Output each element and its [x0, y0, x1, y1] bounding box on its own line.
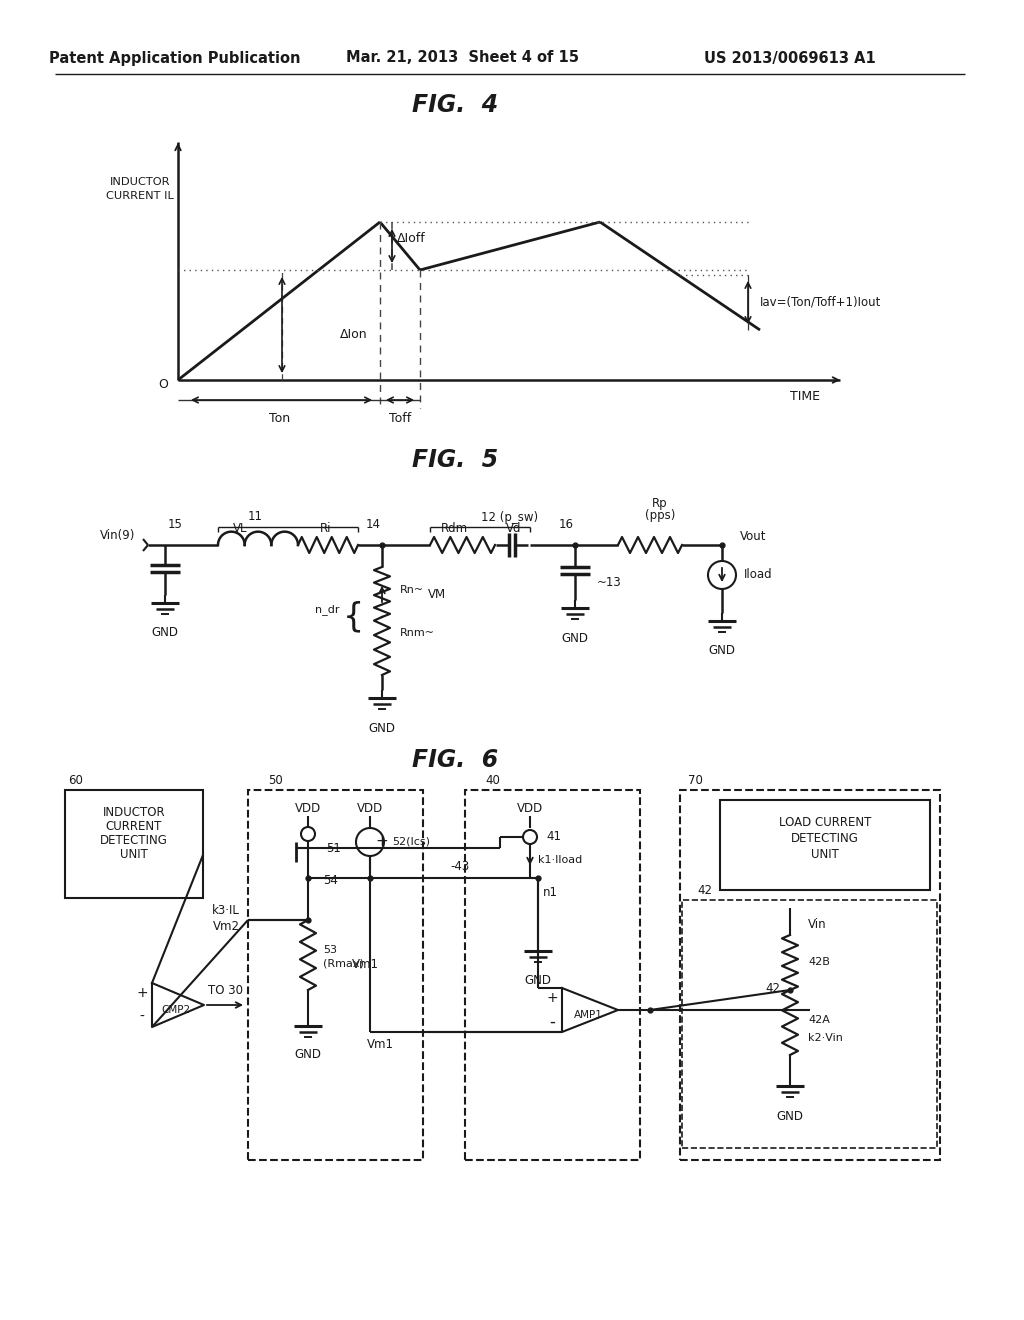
Text: k3·IL: k3·IL	[212, 903, 240, 916]
Text: 42B: 42B	[808, 957, 829, 968]
Text: +: +	[546, 991, 558, 1005]
Text: GND: GND	[524, 974, 552, 987]
Text: FIG.  5: FIG. 5	[412, 447, 498, 473]
Text: GND: GND	[776, 1110, 804, 1122]
Text: Rn~: Rn~	[400, 585, 424, 595]
Text: Ton: Ton	[269, 412, 291, 425]
Text: GND: GND	[152, 627, 178, 639]
Text: 42: 42	[697, 883, 712, 896]
Text: VDD: VDD	[517, 801, 543, 814]
Text: INDUCTOR: INDUCTOR	[102, 805, 165, 818]
Text: Mar. 21, 2013  Sheet 4 of 15: Mar. 21, 2013 Sheet 4 of 15	[345, 50, 579, 66]
Text: CURRENT IL: CURRENT IL	[106, 191, 174, 201]
FancyBboxPatch shape	[680, 789, 940, 1160]
Text: GND: GND	[369, 722, 395, 734]
Text: DETECTING: DETECTING	[792, 832, 859, 845]
Text: 50: 50	[268, 774, 283, 787]
Text: GND: GND	[561, 631, 589, 644]
Text: UNIT: UNIT	[120, 849, 147, 862]
Text: Vin(9): Vin(9)	[100, 528, 136, 541]
Text: 51: 51	[326, 842, 341, 854]
Text: UNIT: UNIT	[811, 847, 839, 861]
Text: 42A: 42A	[808, 1015, 829, 1026]
Text: Vm2: Vm2	[213, 920, 240, 932]
Text: +: +	[136, 986, 147, 1001]
Text: 40: 40	[485, 774, 500, 787]
FancyBboxPatch shape	[465, 789, 640, 1160]
Text: 15: 15	[168, 519, 182, 532]
Text: INDUCTOR: INDUCTOR	[110, 177, 170, 187]
Text: Iav=(Ton/Toff+1)Iout: Iav=(Ton/Toff+1)Iout	[760, 296, 882, 309]
Text: CMP2: CMP2	[162, 1005, 190, 1015]
Text: VDD: VDD	[357, 801, 383, 814]
Text: 41: 41	[546, 830, 561, 843]
Text: Vd: Vd	[506, 521, 522, 535]
Text: n1: n1	[543, 886, 558, 899]
Text: Vm1: Vm1	[351, 958, 379, 972]
Text: Toff: Toff	[389, 412, 411, 425]
Text: Patent Application Publication: Patent Application Publication	[49, 50, 301, 66]
FancyBboxPatch shape	[682, 900, 937, 1148]
Text: 16: 16	[558, 519, 573, 532]
Text: TO 30: TO 30	[209, 985, 244, 998]
Text: GND: GND	[709, 644, 735, 657]
Text: FIG.  6: FIG. 6	[412, 748, 498, 772]
Text: +: +	[375, 834, 388, 850]
Text: GND: GND	[295, 1048, 322, 1061]
Text: (pps): (pps)	[645, 508, 675, 521]
Text: ~13: ~13	[597, 577, 622, 590]
Text: 42: 42	[765, 982, 780, 994]
Text: Vout: Vout	[740, 531, 767, 544]
Text: O: O	[158, 379, 168, 392]
Text: FIG.  4: FIG. 4	[412, 92, 498, 117]
Text: 54: 54	[323, 874, 338, 887]
Text: TIME: TIME	[790, 389, 820, 403]
FancyBboxPatch shape	[248, 789, 423, 1160]
Text: 14: 14	[366, 519, 381, 532]
Text: -: -	[139, 1010, 144, 1024]
Text: 52(Ics): 52(Ics)	[392, 837, 430, 847]
Text: Ri: Ri	[321, 521, 332, 535]
Text: Iload: Iload	[744, 569, 773, 582]
Text: US 2013/0069613 A1: US 2013/0069613 A1	[705, 50, 876, 66]
Text: Vm1: Vm1	[367, 1039, 393, 1052]
Text: AMP1: AMP1	[573, 1010, 602, 1020]
Text: 11: 11	[248, 511, 262, 524]
Text: {: {	[342, 601, 364, 634]
Text: -: -	[549, 1012, 555, 1031]
Text: 70: 70	[688, 774, 702, 787]
Text: Rdm: Rdm	[440, 521, 468, 535]
Text: Rp: Rp	[652, 496, 668, 510]
Text: LOAD CURRENT: LOAD CURRENT	[779, 816, 871, 829]
FancyBboxPatch shape	[65, 789, 203, 898]
FancyBboxPatch shape	[720, 800, 930, 890]
Text: Rnm~: Rnm~	[400, 628, 435, 638]
Text: 60: 60	[68, 774, 83, 787]
Text: (Rmax): (Rmax)	[323, 960, 364, 969]
Text: DETECTING: DETECTING	[100, 833, 168, 846]
Text: VL: VL	[232, 521, 247, 535]
Text: k1·Iload: k1·Iload	[538, 855, 583, 865]
Text: VDD: VDD	[295, 801, 322, 814]
Text: 12 (p_sw): 12 (p_sw)	[481, 511, 539, 524]
Text: k2·Vin: k2·Vin	[808, 1034, 843, 1043]
Text: CURRENT: CURRENT	[105, 820, 162, 833]
Text: ΔIon: ΔIon	[340, 329, 368, 342]
Text: VM: VM	[428, 589, 446, 602]
Text: ΔIoff: ΔIoff	[397, 231, 426, 244]
Text: Vin: Vin	[808, 919, 826, 932]
Text: 53: 53	[323, 945, 337, 954]
Text: -43: -43	[451, 859, 470, 873]
Text: n_dr: n_dr	[315, 605, 340, 615]
